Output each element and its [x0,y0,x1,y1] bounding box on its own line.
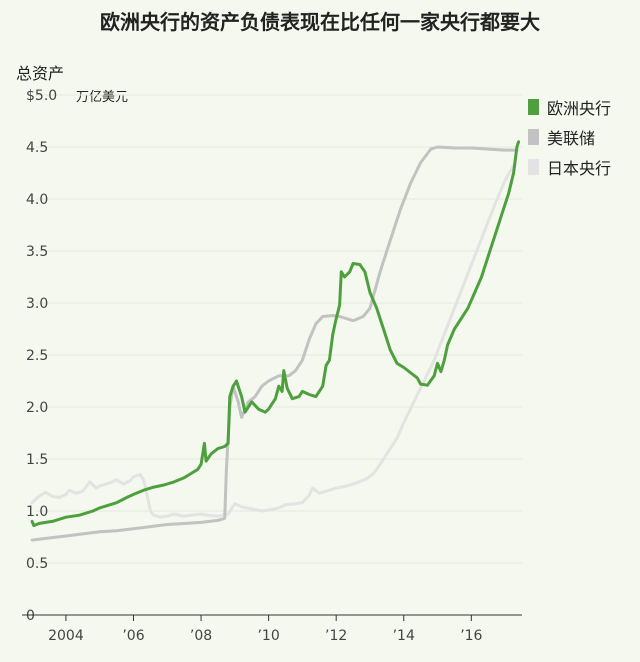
x-tick-label: ’14 [393,628,415,644]
legend-swatch-fed [528,129,539,145]
legend: 欧洲央行 美联储 日本央行 [528,92,611,182]
legend-swatch-boj [528,159,539,175]
y-axis-label: 总资产 [16,64,65,83]
y-tick-label: 3.5 [26,244,48,260]
legend-item-fed: 美联储 [528,122,611,152]
x-tick-label: ’16 [460,628,482,644]
y-tick-label: 0 [26,608,35,624]
y-tick-label: 2.5 [26,348,48,364]
x-tick-label: ’08 [190,628,212,644]
chart-title: 欧洲央行的资产负债表现在比任何一家央行都要大 [100,10,540,34]
x-tick-label: 2004 [48,628,84,644]
legend-item-boj: 日本央行 [528,152,611,182]
legend-label-ecb: 欧洲央行 [547,99,612,118]
x-tick-label: ’06 [122,628,144,644]
y-tick-label: $5.0 [26,88,57,104]
x-tick-label: ’10 [257,628,279,644]
y-tick-label: 2.0 [26,400,48,416]
series-lines [30,140,521,542]
unit-label: 万亿美元 [76,90,129,105]
y-tick-label: 1.5 [26,452,48,468]
gridlines [36,94,522,564]
legend-label-boj: 日本央行 [547,159,612,178]
x-axis: 2004 ’06 ’08 ’10 ’12 ’14 ’16 [22,614,522,644]
legend-label-fed: 美联储 [547,129,596,148]
y-tick-label: 4.0 [26,192,48,208]
series-line-ecb [30,140,521,528]
series-line-boj [30,161,517,519]
x-tick-label: ’12 [325,628,347,644]
series-line-fed [30,145,519,542]
y-tick-label: 1.0 [26,504,48,520]
y-tick-label: 0.5 [26,556,48,572]
legend-item-ecb: 欧洲央行 [528,92,611,122]
legend-swatch-ecb [528,99,539,115]
y-tick-labels: 0 0.5 1.0 1.5 2.0 2.5 3.0 3.5 4.0 4.5 $5.0 [26,88,57,624]
y-tick-label: 4.5 [26,140,48,156]
y-tick-label: 3.0 [26,296,48,312]
